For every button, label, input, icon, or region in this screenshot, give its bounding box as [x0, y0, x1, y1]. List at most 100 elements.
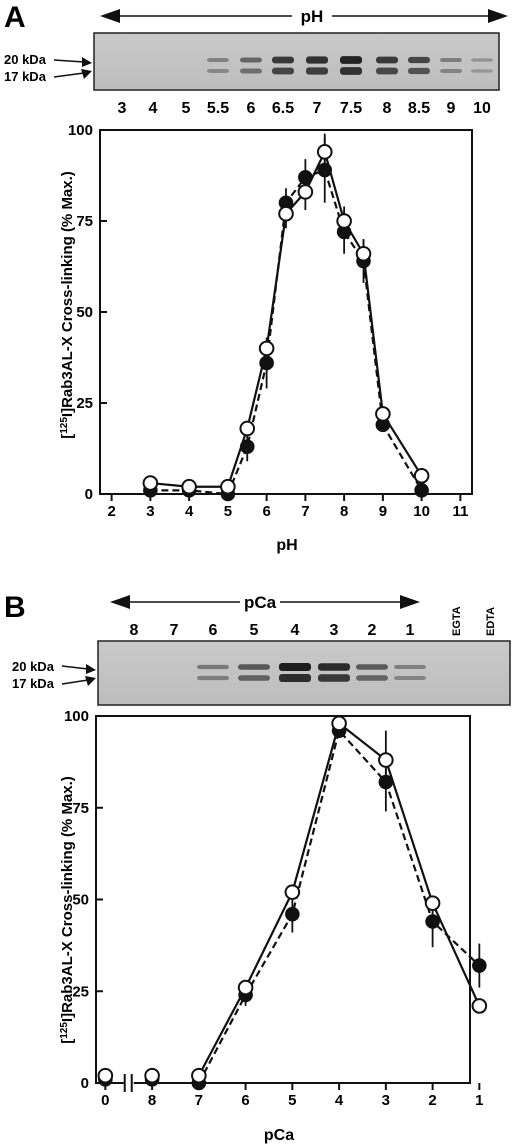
- y-tick-label: 25: [76, 395, 93, 412]
- y-tick-label: 100: [64, 708, 89, 725]
- gel-band-17kda: [340, 67, 362, 75]
- y-axis-label-b: [125I]Rab3AL-X Cross-linking (% Max.): [59, 776, 77, 1044]
- x-tick-label: 3: [382, 1092, 390, 1109]
- lane-label: 5: [182, 100, 191, 117]
- arrow-icon: [82, 57, 92, 67]
- lane-label: 5: [250, 622, 259, 639]
- gel-band-17kda: [440, 68, 462, 74]
- gel-band-20kda: [279, 663, 311, 671]
- marker-20kda-b: 20 kDa: [12, 659, 96, 674]
- lane-label: 1: [406, 622, 415, 639]
- data-point-open: [331, 715, 347, 732]
- gel-band-20kda: [471, 58, 493, 62]
- lane-label: 4: [291, 622, 300, 639]
- marker-20kda-a: 20 kDa: [4, 52, 92, 67]
- gel-band-20kda: [318, 663, 350, 671]
- lane-label: 8.5: [408, 100, 430, 117]
- data-point-open: [424, 895, 441, 911]
- svg-text:17 kDa: 17 kDa: [4, 69, 47, 84]
- gel-band-20kda: [272, 56, 294, 64]
- y-axis-label-a: [125I]Rab3AL-X Cross-linking (% Max.): [59, 171, 77, 439]
- panel-a: A pH 20 kDa 17 kDa 3 4 5 5.5 6: [4, 1, 508, 554]
- gel-band-20kda: [376, 56, 398, 64]
- lane-label: 9: [447, 100, 456, 117]
- x-tick-label: 7: [195, 1092, 203, 1109]
- y-tick-label: 75: [72, 800, 89, 817]
- lane-label: 6.5: [272, 100, 294, 117]
- plot-frame: [99, 129, 473, 495]
- y-tick-label: 50: [76, 304, 93, 321]
- data-point-open: [297, 184, 314, 200]
- y-tick-label: 50: [72, 892, 89, 909]
- x-tick-label: 5: [288, 1092, 296, 1109]
- gel-band-17kda: [318, 674, 350, 682]
- x-tick-label: 6: [262, 503, 270, 520]
- svg-text:[125I]Rab3AL-X Cross-linking (: [125I]Rab3AL-X Cross-linking (% Max.): [59, 776, 77, 1044]
- gel-band-17kda: [356, 675, 388, 681]
- gel-band-20kda: [356, 664, 388, 670]
- arrow-icon: [81, 69, 92, 79]
- lane-label: 2: [368, 622, 377, 639]
- lane-label: 8: [383, 100, 392, 117]
- gel-band-20kda: [394, 664, 426, 670]
- gel-band-20kda: [306, 56, 328, 64]
- gel-lane-labels-b: 8 7 6 5 4 3 2 1 EGTA EDTA: [130, 606, 497, 639]
- data-point-open: [355, 245, 372, 262]
- lane-label: 8: [130, 622, 139, 639]
- x-tick-label: 4: [335, 1092, 344, 1109]
- gel-band-20kda: [440, 57, 462, 63]
- lane-label: 7: [170, 622, 179, 639]
- gel-band-20kda: [408, 56, 430, 64]
- data-point-open: [375, 406, 391, 422]
- data-point-open: [97, 1067, 114, 1084]
- data-point-open: [237, 979, 254, 996]
- x-tick-label: 8: [340, 503, 348, 520]
- x-tick-label: 11: [452, 503, 468, 520]
- arrow-icon: [85, 676, 96, 686]
- gel-band-20kda: [197, 664, 229, 670]
- chart-a: 0 25 50 75 100 2 3 4 5 6 7 8 9 10 11: [68, 122, 473, 520]
- x-tick-label: 1: [475, 1092, 483, 1109]
- data-point-open: [191, 1067, 207, 1084]
- y-tick-label: 75: [76, 213, 93, 230]
- panel-letter-b: B: [4, 591, 26, 624]
- gel-band-17kda: [207, 69, 229, 73]
- plot-frame: [95, 715, 471, 1084]
- gel-band-17kda: [408, 67, 430, 75]
- data-point-open: [471, 998, 488, 1014]
- lane-label: 3: [118, 100, 127, 117]
- gel-band-20kda: [238, 664, 270, 670]
- data-point-open: [378, 752, 394, 768]
- lane-label: 7: [313, 100, 322, 117]
- gel-band-17kda: [238, 675, 270, 681]
- chart-b: 0 25 50 75 100 0 8 7 6 5 4 3 2 1: [64, 708, 488, 1109]
- data-point-open: [142, 475, 159, 491]
- gel-band-17kda: [376, 67, 398, 75]
- gel-band-20kda: [207, 58, 229, 62]
- x-tick-label: 7: [301, 503, 309, 520]
- data-point-filled: [298, 170, 313, 185]
- data-point-open: [239, 420, 256, 437]
- data-point-filled: [317, 162, 333, 178]
- data-point-open: [336, 213, 352, 229]
- lane-label: 10: [473, 100, 491, 117]
- data-point-filled: [425, 914, 440, 929]
- lane-label: 4: [149, 100, 158, 117]
- ph-range-arrow: [100, 6, 508, 26]
- gel-band-17kda: [306, 67, 328, 75]
- panel-letter-a: A: [4, 1, 26, 34]
- x-tick-label: 4: [185, 503, 194, 520]
- data-point-filled: [472, 958, 487, 973]
- lane-label: 3: [330, 622, 339, 639]
- x-axis-title-b: pCa: [264, 1127, 294, 1144]
- gel-band-20kda: [340, 56, 362, 64]
- y-tick-label: 25: [72, 983, 89, 1000]
- data-point-filled: [378, 774, 394, 790]
- pca-range-arrow: [110, 592, 420, 612]
- panel-b: B pCa 8 7 6 5 4 3 2 1 EGTA EDTA 20 kDa: [4, 591, 511, 1144]
- x-tick-label: 5: [224, 503, 232, 520]
- data-point-filled: [414, 483, 429, 498]
- lane-label: 7.5: [340, 100, 362, 117]
- data-point-open: [144, 1067, 160, 1084]
